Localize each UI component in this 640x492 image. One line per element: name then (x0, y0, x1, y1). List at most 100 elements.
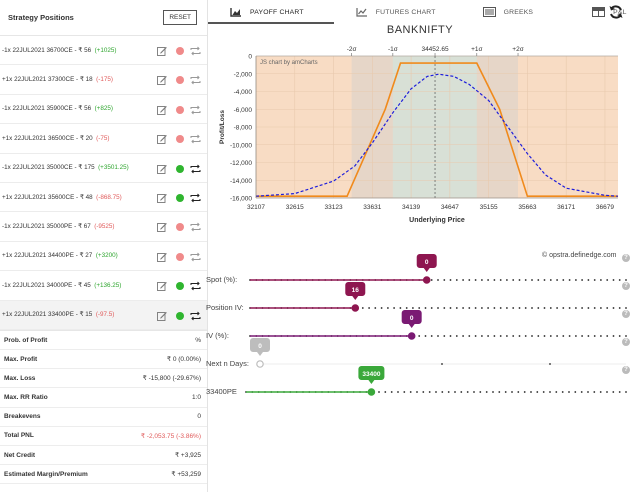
position-pnl: (+3501.25) (98, 164, 129, 172)
slider-row: 33400PE 33400? (206, 366, 636, 396)
status-toggle-icon[interactable] (176, 193, 184, 202)
slider-handle[interactable] (422, 276, 431, 284)
refresh-icon[interactable] (608, 4, 624, 20)
status-toggle-icon[interactable] (176, 76, 184, 85)
status-toggle-icon[interactable] (176, 223, 184, 232)
tab-payoff-chart[interactable]: PAYOFF CHART (208, 0, 334, 24)
position-row[interactable]: +1x 22JUL2021 37300CE - ₹ 18 (-175) (0, 65, 207, 95)
position-text: -1x 22JUL2021 36700CE - ₹ 56 (+1025) (2, 47, 154, 54)
swap-icon[interactable] (190, 311, 201, 321)
slider-track[interactable]: 16 (206, 282, 636, 316)
swap-icon[interactable] (190, 281, 201, 291)
position-text: +1x 22JUL2021 37300CE - ₹ 18 (-175) (2, 76, 154, 83)
edit-icon[interactable] (157, 252, 167, 262)
position-text: +1x 22JUL2021 34400PE - ₹ 27 (+3200) (2, 252, 154, 259)
slider-handle[interactable] (351, 304, 360, 312)
slider-value-bubble (416, 254, 437, 272)
line-chart-icon (356, 8, 367, 17)
position-row[interactable]: +1x 22JUL2021 35600CE - ₹ 48 (-868.75) (0, 183, 207, 213)
position-row[interactable]: +1x 22JUL2021 34400PE - ₹ 27 (+3200) (0, 242, 207, 272)
position-row[interactable]: +1x 22JUL2021 36500CE - ₹ 20 (-75) (0, 124, 207, 154)
status-toggle-icon[interactable] (176, 47, 184, 55)
status-toggle-icon[interactable] (176, 135, 184, 144)
status-toggle-icon[interactable] (176, 105, 184, 114)
slider-track[interactable]: 0 (206, 310, 636, 344)
x-tick-label: 35663 (518, 204, 536, 211)
edit-icon[interactable] (157, 105, 167, 115)
swap-icon[interactable] (190, 222, 201, 232)
stat-label: Max. Loss (4, 374, 36, 382)
stat-label: Net Credit (4, 451, 36, 459)
slider-row: Spot (%): 0? (206, 254, 636, 284)
slider-value: 33400 (362, 371, 380, 378)
swap-icon[interactable] (190, 134, 201, 144)
position-pnl: (-9525) (94, 223, 115, 231)
position-label: +1x 22JUL2021 33400PE - ₹ 15 (2, 311, 93, 319)
slider-label: 33400PE (206, 387, 237, 396)
position-row[interactable]: -1x 22JUL2021 35000CE - ₹ 175 (+3501.25) (0, 154, 207, 183)
tab-futures-chart[interactable]: FUTURES CHART (356, 0, 436, 24)
tab-greeks[interactable]: GREEKS (482, 0, 534, 24)
swap-icon[interactable] (190, 46, 201, 56)
status-toggle-icon[interactable] (176, 164, 184, 173)
swap-icon[interactable] (190, 105, 201, 115)
swap-icon[interactable] (190, 193, 201, 203)
position-label: -1x 22JUL2021 35000CE - ₹ 175 (2, 164, 95, 172)
swap-icon[interactable] (190, 75, 201, 85)
stat-value: 1:0 (191, 394, 201, 402)
y-tick-label: -14,000 (230, 178, 252, 185)
stat-label: Prob. of Profit (4, 336, 48, 344)
y-tick-label: -12,000 (230, 160, 252, 167)
position-pnl: (-868.75) (96, 193, 122, 201)
help-icon[interactable]: ? (622, 254, 630, 262)
stat-label: Total PNL (4, 432, 34, 440)
edit-icon[interactable] (157, 281, 167, 292)
help-icon[interactable]: ? (622, 282, 630, 290)
reset-button[interactable]: RESET (163, 10, 197, 25)
status-toggle-icon[interactable] (176, 311, 184, 320)
status-toggle-icon[interactable] (176, 282, 184, 291)
slider-track[interactable]: 33400 (206, 366, 636, 400)
edit-icon[interactable] (157, 134, 167, 145)
positions-header: Strategy Positions RESET (0, 0, 207, 36)
help-icon[interactable]: ? (622, 310, 630, 318)
stat-row: Max. Profit ₹ 0 (0.00%) (0, 350, 207, 370)
site-credit: © opstra.definedge.com (542, 252, 617, 259)
slider-handle[interactable] (407, 332, 416, 340)
positions-title: Strategy Positions (8, 13, 74, 22)
positions-list: -1x 22JUL2021 36700CE - ₹ 56 (+1025) +1x … (0, 36, 207, 330)
slider-track[interactable]: 0 (206, 254, 636, 288)
position-text: -1x 22JUL2021 35900CE - ₹ 56 (+825) (2, 105, 154, 112)
position-pnl: (+825) (94, 105, 113, 113)
edit-icon[interactable] (157, 164, 167, 174)
position-row[interactable]: -1x 22JUL2021 34000PE - ₹ 45 (+136.25) (0, 271, 207, 301)
position-row[interactable]: -1x 22JUL2021 35000PE - ₹ 67 (-9525) (0, 212, 207, 242)
tab-pnl[interactable]: P&L (592, 0, 626, 24)
position-row[interactable]: -1x 22JUL2021 36700CE - ₹ 56 (+1025) (0, 36, 207, 66)
position-pnl: (+3200) (95, 252, 118, 260)
position-row[interactable]: -1x 22JUL2021 35900CE - ₹ 56 (+825) (0, 95, 207, 125)
slider-track[interactable]: 0 (206, 338, 636, 372)
position-label: -1x 22JUL2021 34000PE - ₹ 45 (2, 281, 91, 289)
status-toggle-icon[interactable] (176, 252, 184, 261)
slider-handle[interactable] (367, 388, 376, 396)
help-icon[interactable]: ? (622, 338, 630, 346)
x-tick-label: 34647 (441, 204, 459, 211)
position-text: +1x 22JUL2021 33400PE - ₹ 15 (-97.5) (2, 311, 154, 318)
edit-icon[interactable] (157, 311, 167, 321)
swap-icon[interactable] (190, 252, 201, 262)
slider-handle[interactable] (256, 360, 264, 368)
position-row[interactable]: +1x 22JUL2021 33400PE - ₹ 15 (-97.5) (0, 300, 207, 330)
x-axis-title: Underlying Price (409, 217, 465, 224)
edit-icon[interactable] (157, 222, 167, 233)
slider-label: Position IV: (206, 303, 244, 312)
edit-icon[interactable] (157, 75, 167, 86)
swap-icon[interactable] (190, 164, 201, 174)
edit-icon[interactable] (157, 193, 167, 203)
edit-icon[interactable] (157, 46, 167, 56)
help-icon[interactable]: ? (622, 366, 630, 374)
slider-row: IV (%): 0? (206, 310, 636, 340)
payoff-chart[interactable]: -16,000 -14,000 -12,000 -10,000 -8,000 -6,000… (210, 36, 640, 248)
table-icon (592, 7, 606, 17)
stat-value: ₹ 0 (0.00%) (166, 356, 201, 364)
